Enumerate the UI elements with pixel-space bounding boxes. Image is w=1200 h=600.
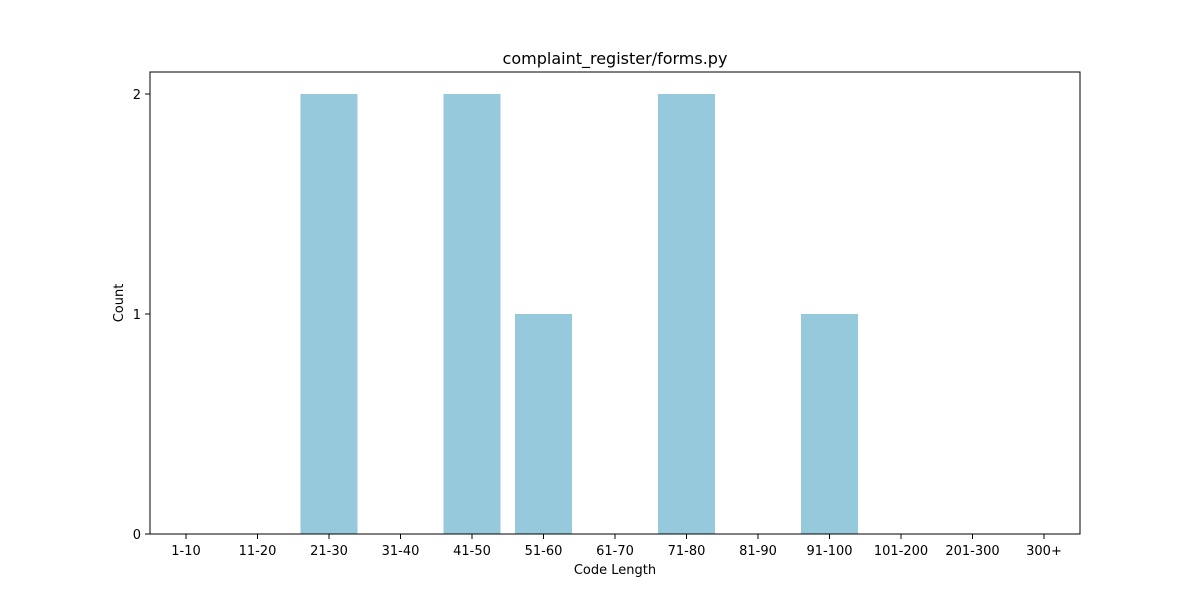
- x-tick-label: 201-300: [945, 544, 999, 559]
- x-tick-label: 91-100: [806, 544, 852, 559]
- x-axis-ticks: 1-10 11-20 21-30 31-40 41-50 51-60 61-70 71-80 8…: [171, 534, 1062, 559]
- x-tick-label: 61-70: [596, 544, 634, 559]
- x-tick-label: 1-10: [171, 544, 201, 559]
- x-tick-label: 21-30: [310, 544, 348, 559]
- bar-41-50: [444, 94, 501, 534]
- x-tick-label: 51-60: [525, 544, 563, 559]
- bars-group: [301, 94, 859, 534]
- x-tick-label: 11-20: [239, 544, 277, 559]
- y-tick-label: 0: [133, 528, 141, 543]
- chart-title: complaint_register/forms.py: [503, 49, 728, 69]
- y-axis-label: Count: [112, 284, 127, 323]
- x-tick-label: 71-80: [668, 544, 706, 559]
- bar-51-60: [515, 314, 572, 534]
- x-tick-label: 41-50: [453, 544, 491, 559]
- x-tick-label: 81-90: [739, 544, 777, 559]
- bar-71-80: [658, 94, 715, 534]
- y-tick-label: 2: [133, 88, 141, 103]
- bar-21-30: [301, 94, 358, 534]
- bar-91-100: [801, 314, 858, 534]
- y-axis-ticks: 0 1 2: [133, 88, 150, 543]
- plot-frame: [150, 72, 1080, 534]
- x-tick-label: 300+: [1026, 544, 1062, 559]
- x-axis-label: Code Length: [574, 563, 656, 578]
- x-tick-label: 31-40: [382, 544, 420, 559]
- x-tick-label: 101-200: [874, 544, 928, 559]
- y-tick-label: 1: [133, 308, 141, 323]
